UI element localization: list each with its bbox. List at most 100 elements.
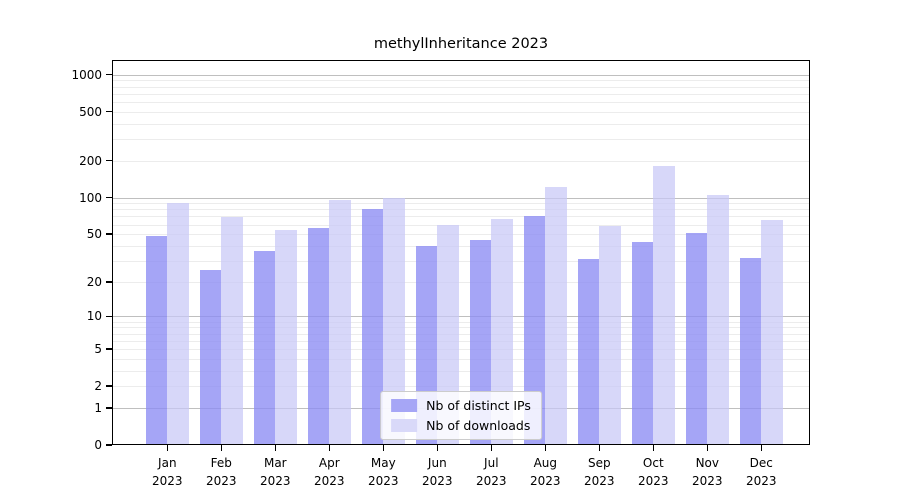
y-tick-label: 500 [79,104,102,119]
x-tick-mark [436,445,439,451]
y-tick-mark [106,281,112,283]
x-tick-mark [652,445,655,451]
minor-gridline [112,93,810,95]
y-tick-mark [106,385,112,387]
x-tick-label-oct: Oct 2023 [638,456,669,488]
x-tick-mark [328,445,331,451]
x-tick-mark [382,445,385,451]
minor-gridline [112,101,810,103]
plot-area: Nb of distinct IPs Nb of downloads [112,60,810,445]
x-tick-mark [220,445,223,451]
legend-swatch-distinct-ips [391,399,418,412]
y-tick-label: 200 [79,153,102,168]
minor-gridline [112,260,810,262]
legend-item-distinct-ips: Nb of distinct IPs [391,398,531,413]
bar-distinct-ips-dec [739,257,762,445]
bar-downloads-sep [599,225,621,445]
bar-downloads-apr [329,200,351,445]
x-tick-mark [490,445,493,451]
minor-gridline [112,348,810,350]
y-tick-mark [106,73,112,76]
bar-distinct-ips-feb [199,270,222,445]
x-tick-mark [274,445,277,451]
minor-gridline [112,209,810,211]
x-tick-label-jan: Jan 2023 [152,456,183,488]
chart-title: methylInheritance 2023 [373,36,549,52]
bar-downloads-may [383,197,405,445]
minor-gridline [112,333,810,335]
minor-gridline [112,386,810,388]
minor-gridline [112,358,810,360]
y-tick-mark [106,233,112,235]
y-tick-mark [106,159,112,162]
legend-swatch-downloads [391,419,418,432]
bar-distinct-ips-jan [145,236,168,445]
y-tick-label: 0 [94,438,102,452]
y-tick-label: 1 [94,400,102,415]
x-tick-label-mar: Mar 2023 [260,456,291,488]
x-tick-mark [166,445,169,451]
bar-downloads-dec [761,220,783,445]
bar-downloads-feb [221,217,243,445]
x-tick-label-aug: Aug 2023 [530,456,561,488]
bar-distinct-ips-apr [307,228,330,445]
major-gridline [112,74,810,76]
minor-gridline [112,245,810,247]
bar-distinct-ips-mar [253,251,276,445]
x-tick-mark [760,445,763,451]
minor-gridline [112,139,810,141]
bar-downloads-jan [167,203,189,445]
y-tick-label: 50 [86,227,102,242]
x-tick-label-jul: Jul 2023 [476,456,507,488]
y-tick-label: 2 [94,379,102,394]
y-tick-label: 20 [86,274,102,289]
bar-downloads-jul [491,218,513,445]
y-tick-mark [106,407,112,409]
bar-distinct-ips-nov [685,233,708,445]
major-gridline [112,316,810,318]
x-tick-label-jun: Jun 2023 [422,456,453,488]
y-tick-label: 100 [79,190,102,205]
bar-distinct-ips-may [361,208,384,445]
x-tick-label-nov: Nov 2023 [692,456,723,488]
minor-gridline [112,123,810,125]
minor-gridline [112,234,810,236]
minor-gridline [112,321,810,323]
minor-gridline [112,281,810,283]
minor-gridline [112,327,810,329]
bar-distinct-ips-oct [631,242,654,445]
legend-label-downloads: Nb of downloads [426,418,531,433]
bar-distinct-ips-aug [523,216,546,445]
minor-gridline [112,216,810,218]
x-tick-mark [706,445,709,451]
x-tick-label-may: May 2023 [368,456,399,488]
minor-gridline [112,86,810,88]
y-tick-mark [106,444,112,446]
legend-label-distinct-ips: Nb of distinct IPs [426,398,531,413]
minor-gridline [112,340,810,342]
y-tick-mark [106,315,112,318]
x-tick-label-apr: Apr 2023 [314,456,345,488]
minor-gridline [112,80,810,82]
bar-downloads-nov [707,195,729,445]
y-tick-mark [106,348,112,350]
x-tick-label-sep: Sep 2023 [584,456,615,488]
y-tick-label: 10 [86,309,102,324]
bar-downloads-oct [653,166,675,445]
x-tick-mark [544,445,547,451]
major-gridline [112,197,810,199]
bar-downloads-aug [545,186,567,445]
minor-gridline [112,224,810,226]
minor-gridline [112,111,810,113]
x-tick-mark [598,445,601,451]
y-tick-mark [106,196,112,199]
x-tick-label-feb: Feb 2023 [206,456,237,488]
bar-distinct-ips-sep [577,259,600,445]
x-tick-label-dec: Dec 2023 [746,456,777,488]
bar-downloads-jun [437,224,459,445]
y-tick-label: 5 [94,341,102,356]
y-tick-mark [106,110,112,113]
minor-gridline [112,370,810,372]
legend: Nb of distinct IPs Nb of downloads [380,391,542,440]
minor-gridline [112,203,810,205]
